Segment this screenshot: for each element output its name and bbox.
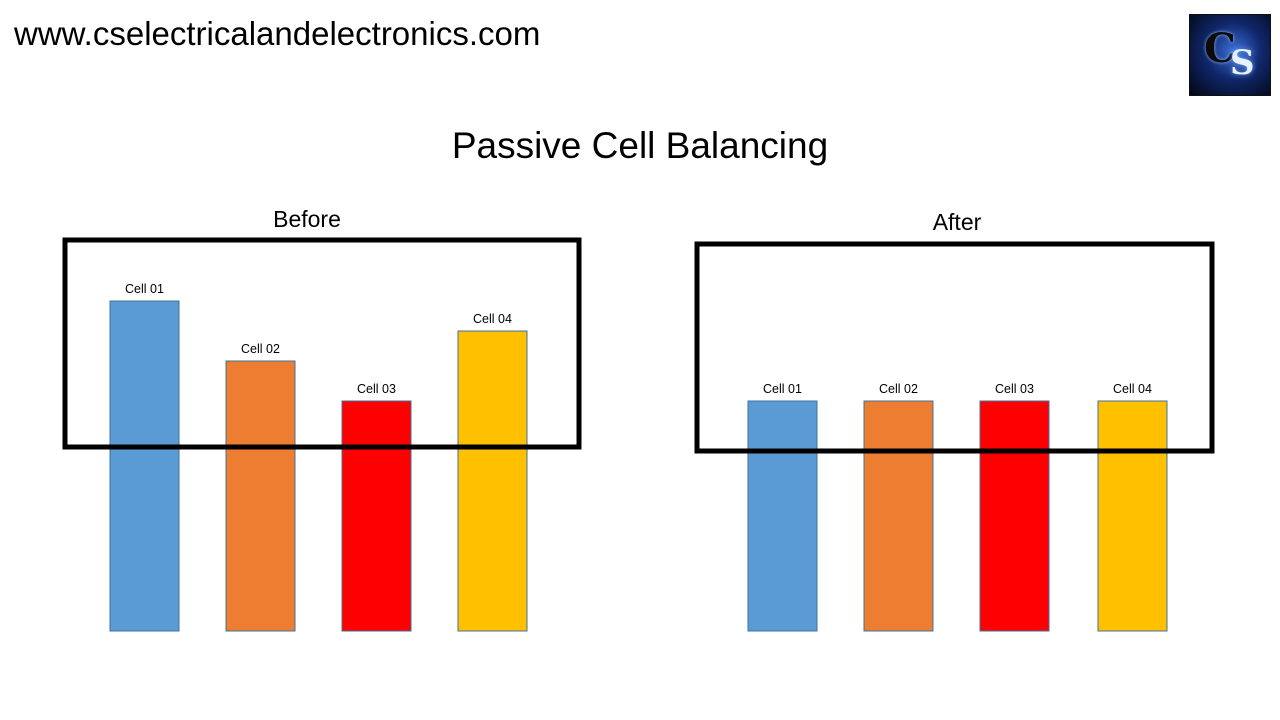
highlight-box-after: [694, 241, 1215, 454]
bar-label-after-cell-01: Cell 01: [763, 382, 802, 396]
bar-label-before-cell-04: Cell 04: [473, 312, 512, 326]
bar-before-cell-02: [225, 360, 296, 632]
bar-after-cell-02: [863, 400, 934, 632]
bar-label-after-cell-03: Cell 03: [995, 382, 1034, 396]
bar-before-cell-03: [341, 400, 412, 632]
bar-label-before-cell-03: Cell 03: [357, 382, 396, 396]
site-url[interactable]: www.cselectricalandelectronics.com: [14, 15, 541, 52]
bar-label-before-cell-01: Cell 01: [125, 282, 164, 296]
bar-label-after-cell-02: Cell 02: [879, 382, 918, 396]
bar-after-cell-01: [747, 400, 818, 632]
bar-before-cell-01: [109, 300, 180, 632]
bar-label-after-cell-04: Cell 04: [1113, 382, 1152, 396]
bar-after-cell-04: [1097, 400, 1168, 632]
bar-before-cell-04: [457, 330, 528, 632]
cs-logo-icon: C S: [1189, 14, 1271, 96]
highlight-box-before: [62, 237, 582, 450]
bar-after-cell-03: [979, 400, 1050, 632]
slide-title: Passive Cell Balancing: [451, 125, 829, 166]
panel-title-before: Before: [273, 206, 341, 232]
panel-title-after: After: [932, 209, 982, 235]
bar-label-before-cell-02: Cell 02: [241, 342, 280, 356]
